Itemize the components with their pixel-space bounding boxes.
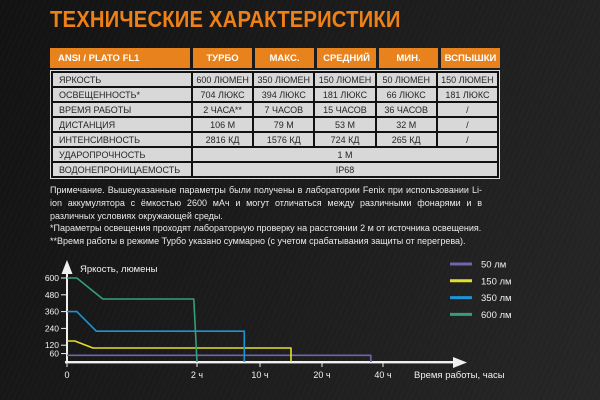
table-row: ДИСТАНЦИЯ 106 М 79 М 53 М 32 М / bbox=[53, 118, 497, 131]
x-axis-title: Время работы, часы bbox=[414, 370, 505, 381]
footnotes: Примечание. Вышеуказанные параметры были… bbox=[50, 184, 482, 248]
y-axis-arrow-icon bbox=[61, 260, 73, 274]
row-value: 106 М bbox=[193, 118, 253, 131]
row-value: 66 ЛЮКС bbox=[376, 88, 436, 101]
row-value: 394 ЛЮКС bbox=[254, 88, 314, 101]
page-title: ТЕХНИЧЕСКИЕ ХАРАКТЕРИСТИКИ bbox=[50, 6, 401, 32]
header-cell-mode: ТУРБО bbox=[193, 48, 252, 68]
table-row: ВРЕМЯ РАБОТЫ 2 ЧАСА** 7 ЧАСОВ 15 ЧАСОВ 36 ЧА… bbox=[53, 103, 497, 116]
row-value: 15 ЧАСОВ bbox=[315, 103, 375, 116]
series-line-600-лм bbox=[67, 277, 198, 363]
legend-label: 350 лм bbox=[481, 293, 512, 304]
y-axis-line bbox=[66, 272, 68, 362]
row-value: 181 ЛЮКС bbox=[437, 88, 497, 101]
row-value: 7 ЧАСОВ bbox=[254, 103, 314, 116]
header-cell-standard: ANSI / PLATO FL1 bbox=[50, 48, 190, 68]
row-value: 350 ЛЮМЕН bbox=[254, 73, 314, 86]
row-label: ДИСТАНЦИЯ bbox=[53, 118, 191, 131]
row-value: 600 ЛЮМЕН bbox=[193, 73, 253, 86]
table-row: ВОДОНЕПРОНИЦАЕМОСТЬ IP68 bbox=[53, 163, 497, 176]
row-value-merged: IP68 bbox=[193, 163, 497, 176]
x-tick-label: 10 ч bbox=[251, 370, 269, 380]
row-value: 181 ЛЮКС bbox=[315, 88, 375, 101]
row-value: 79 М bbox=[254, 118, 314, 131]
header-cell-mode: ВСПЫШКИ bbox=[441, 48, 500, 68]
x-axis-line bbox=[65, 361, 455, 364]
y-tick-label: 240 bbox=[45, 323, 59, 333]
y-axis-title: Яркость, люмены bbox=[80, 264, 158, 275]
row-label: ЯРКОСТЬ bbox=[53, 73, 191, 86]
header-cell-mode: МАКС. bbox=[255, 48, 314, 68]
header-cell-mode: МИН. bbox=[379, 48, 438, 68]
row-value: 32 М bbox=[376, 118, 436, 131]
row-value: 50 ЛЮМЕН bbox=[376, 73, 436, 86]
y-tick-label: 360 bbox=[45, 307, 59, 317]
x-tick-label: 40 ч bbox=[374, 370, 392, 380]
row-label: ВРЕМЯ РАБОТЫ bbox=[53, 103, 191, 116]
spec-table-header: ANSI / PLATO FL1 ТУРБО МАКС. СРЕДНИЙ МИН. ВСП… bbox=[50, 48, 500, 68]
row-value: 150 ЛЮМЕН bbox=[315, 73, 375, 86]
y-tick-label: 120 bbox=[45, 340, 59, 350]
y-tick-label: 600 bbox=[45, 273, 59, 283]
note-paragraph: Примечание. Вышеуказанные параметры были… bbox=[50, 185, 482, 221]
row-label: ВОДОНЕПРОНИЦАЕМОСТЬ bbox=[53, 163, 191, 176]
x-tick-label: 2 ч bbox=[191, 370, 204, 380]
row-label: ИНТЕНСИВНОСТЬ bbox=[53, 133, 191, 146]
row-value: 265 КД bbox=[376, 133, 436, 146]
x-axis-arrow-icon bbox=[453, 357, 467, 368]
legend-label: 150 лм bbox=[481, 276, 512, 287]
header-cell-mode: СРЕДНИЙ bbox=[317, 48, 376, 68]
row-label: УДАРОПРОЧНОСТЬ bbox=[53, 148, 191, 161]
row-value: 1576 КД bbox=[254, 133, 314, 146]
y-tick-label: 60 bbox=[50, 349, 60, 359]
row-value: 36 ЧАСОВ bbox=[376, 103, 436, 116]
row-value: 53 М bbox=[315, 118, 375, 131]
spec-table-body: ЯРКОСТЬ 600 ЛЮМЕН 350 ЛЮМЕН 150 ЛЮМЕН 50 ЛЮМ… bbox=[50, 70, 500, 179]
series-line-150-лм bbox=[67, 340, 292, 362]
note-turbo-runtime: **Время работы в режиме Турбо указано су… bbox=[50, 236, 466, 247]
series-line-350-лм bbox=[67, 310, 246, 362]
row-value: 2816 КД bbox=[193, 133, 253, 146]
y-tick-label: 480 bbox=[45, 290, 59, 300]
row-value: 2 ЧАСА** bbox=[193, 103, 253, 116]
row-value: 704 ЛЮКС bbox=[193, 88, 253, 101]
row-value-merged: 1 М bbox=[193, 148, 497, 161]
legend-label: 600 лм bbox=[481, 310, 512, 321]
spec-table: ANSI / PLATO FL1 ТУРБО МАКС. СРЕДНИЙ МИН. ВСП… bbox=[50, 48, 500, 179]
series-line-50-лм bbox=[67, 354, 372, 362]
row-value: / bbox=[437, 133, 497, 146]
x-tick-label: 0 bbox=[64, 370, 69, 380]
note-illumination: *Параметры освещения проходят лабораторн… bbox=[50, 223, 482, 234]
row-label: ОСВЕЩЕННОСТЬ* bbox=[53, 88, 191, 101]
row-value: 724 КД bbox=[315, 133, 375, 146]
row-value: / bbox=[437, 103, 497, 116]
table-row: ИНТЕНСИВНОСТЬ 2816 КД 1576 КД 724 КД 265 КД / bbox=[53, 133, 497, 146]
row-value: 150 ЛЮМЕН bbox=[437, 73, 497, 86]
table-row: УДАРОПРОЧНОСТЬ 1 М bbox=[53, 148, 497, 161]
row-value: / bbox=[437, 118, 497, 131]
legend-label: 50 лм bbox=[481, 260, 506, 271]
x-tick-label: 20 ч bbox=[313, 370, 331, 380]
table-row: ЯРКОСТЬ 600 ЛЮМЕН 350 ЛЮМЕН 150 ЛЮМЕН 50 ЛЮМ… bbox=[53, 73, 497, 86]
table-row: ОСВЕЩЕННОСТЬ* 704 ЛЮКС 394 ЛЮКС 181 ЛЮКС 66 … bbox=[53, 88, 497, 101]
